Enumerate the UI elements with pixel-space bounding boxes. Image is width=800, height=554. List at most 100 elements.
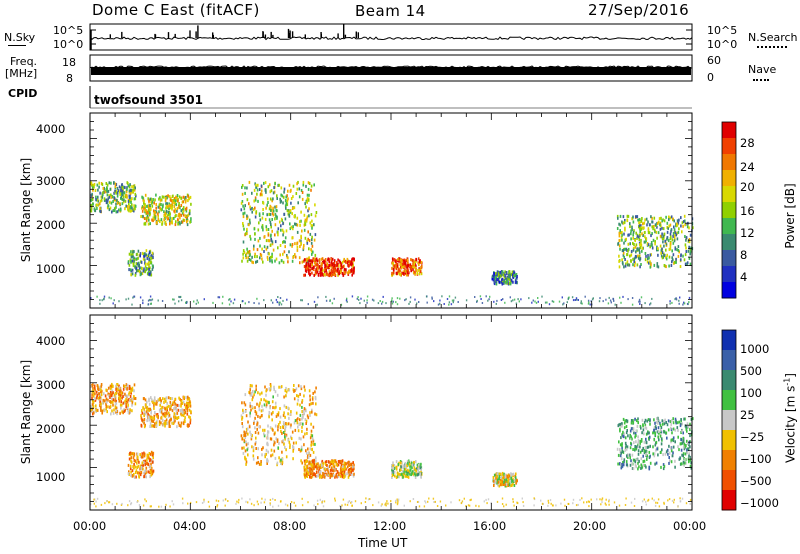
echo-cell xyxy=(619,424,622,428)
echo-cell xyxy=(334,497,336,500)
echo-cell xyxy=(307,303,309,306)
echo-cell xyxy=(163,216,166,219)
echo-cell xyxy=(120,186,122,190)
echo-cell xyxy=(540,499,542,502)
echo-cell xyxy=(621,424,623,428)
echo-cell xyxy=(333,469,335,473)
echo-cell xyxy=(266,203,268,207)
echo-cell xyxy=(152,216,155,220)
echo-cell xyxy=(94,392,96,396)
echo-cell xyxy=(341,504,343,507)
echo-cell xyxy=(562,303,564,306)
echo-cell xyxy=(267,436,269,440)
echo-cell xyxy=(129,408,131,412)
echo-cell xyxy=(175,409,178,413)
echo-cell xyxy=(293,397,296,401)
echo-cell xyxy=(251,191,253,195)
echo-cell xyxy=(270,233,272,237)
echo-cell xyxy=(626,260,629,264)
echo-cell xyxy=(148,452,151,455)
echo-cell xyxy=(510,278,513,282)
echo-cell xyxy=(681,497,684,500)
echo-cell xyxy=(102,191,104,195)
echo-cell xyxy=(131,397,134,401)
echo-cell xyxy=(342,465,344,469)
echo-cell xyxy=(641,431,643,435)
echo-cell xyxy=(673,261,675,265)
echo-cell xyxy=(108,394,110,398)
echo-cell xyxy=(513,271,516,275)
echo-cell xyxy=(621,422,623,426)
echo-cell xyxy=(147,299,150,302)
echo-cell xyxy=(639,445,641,449)
echo-cell xyxy=(678,448,680,452)
echo-cell xyxy=(509,296,511,299)
echo-cell xyxy=(314,474,317,478)
colorbar-segment xyxy=(722,330,736,351)
echo-cell xyxy=(667,428,670,432)
echo-cell xyxy=(149,407,152,411)
echo-cell xyxy=(125,394,127,398)
echo-cell xyxy=(249,205,251,209)
echo-cell xyxy=(284,240,286,244)
echo-cell xyxy=(638,224,641,228)
echo-cell xyxy=(105,397,108,401)
echo-cell xyxy=(349,260,352,264)
echo-cell xyxy=(407,459,410,463)
echo-cell xyxy=(109,206,112,210)
echo-cell xyxy=(335,462,338,466)
echo-cell xyxy=(286,422,288,426)
echo-cell xyxy=(133,250,135,254)
echo-cell xyxy=(185,301,187,304)
echo-cell xyxy=(254,237,256,241)
echo-cell xyxy=(626,454,628,458)
echo-cell xyxy=(318,261,321,264)
echo-cell xyxy=(131,474,134,478)
echo-cell xyxy=(125,193,128,197)
echo-cell xyxy=(340,463,343,467)
echo-cell xyxy=(640,296,643,299)
echo-cell xyxy=(448,303,450,306)
echo-cell xyxy=(91,393,93,397)
echo-cell xyxy=(258,408,261,412)
echo-cell xyxy=(259,236,261,240)
echo-cell xyxy=(622,215,625,219)
echo-cell xyxy=(414,298,416,301)
echo-cell xyxy=(133,475,136,479)
echo-cell xyxy=(515,302,518,305)
echo-cell xyxy=(183,412,186,416)
echo-cell xyxy=(307,472,310,475)
echo-cell xyxy=(254,410,257,413)
echo-cell xyxy=(689,428,691,432)
echo-cell xyxy=(548,303,551,306)
echo-cell xyxy=(323,473,325,477)
echo-cell xyxy=(493,282,496,286)
echo-cell xyxy=(321,257,324,261)
echo-cell xyxy=(237,501,240,504)
echo-cell xyxy=(307,262,310,266)
echo-cell xyxy=(634,445,636,448)
echo-cell xyxy=(336,470,339,474)
echo-cell xyxy=(315,271,317,275)
colorbar-segment xyxy=(722,250,736,267)
echo-cell xyxy=(335,461,338,465)
echo-cell xyxy=(329,461,332,465)
echo-cell xyxy=(636,424,639,428)
echo-cell xyxy=(309,232,312,236)
echo-cell xyxy=(680,254,682,258)
echo-cell xyxy=(187,199,189,203)
echo-cell xyxy=(149,204,151,207)
echo-cell xyxy=(91,192,93,196)
echo-cell xyxy=(169,206,172,210)
echo-cell xyxy=(335,264,337,268)
echo-cell xyxy=(331,474,333,478)
echo-cell xyxy=(310,461,313,465)
echo-cell xyxy=(687,223,689,227)
echo-cell xyxy=(131,403,133,407)
echo-cell xyxy=(688,238,691,241)
echo-cell xyxy=(140,467,143,471)
echo-cell xyxy=(302,409,305,413)
echo-cell xyxy=(282,425,284,429)
echo-cell xyxy=(102,193,104,197)
echo-cell xyxy=(127,260,130,264)
